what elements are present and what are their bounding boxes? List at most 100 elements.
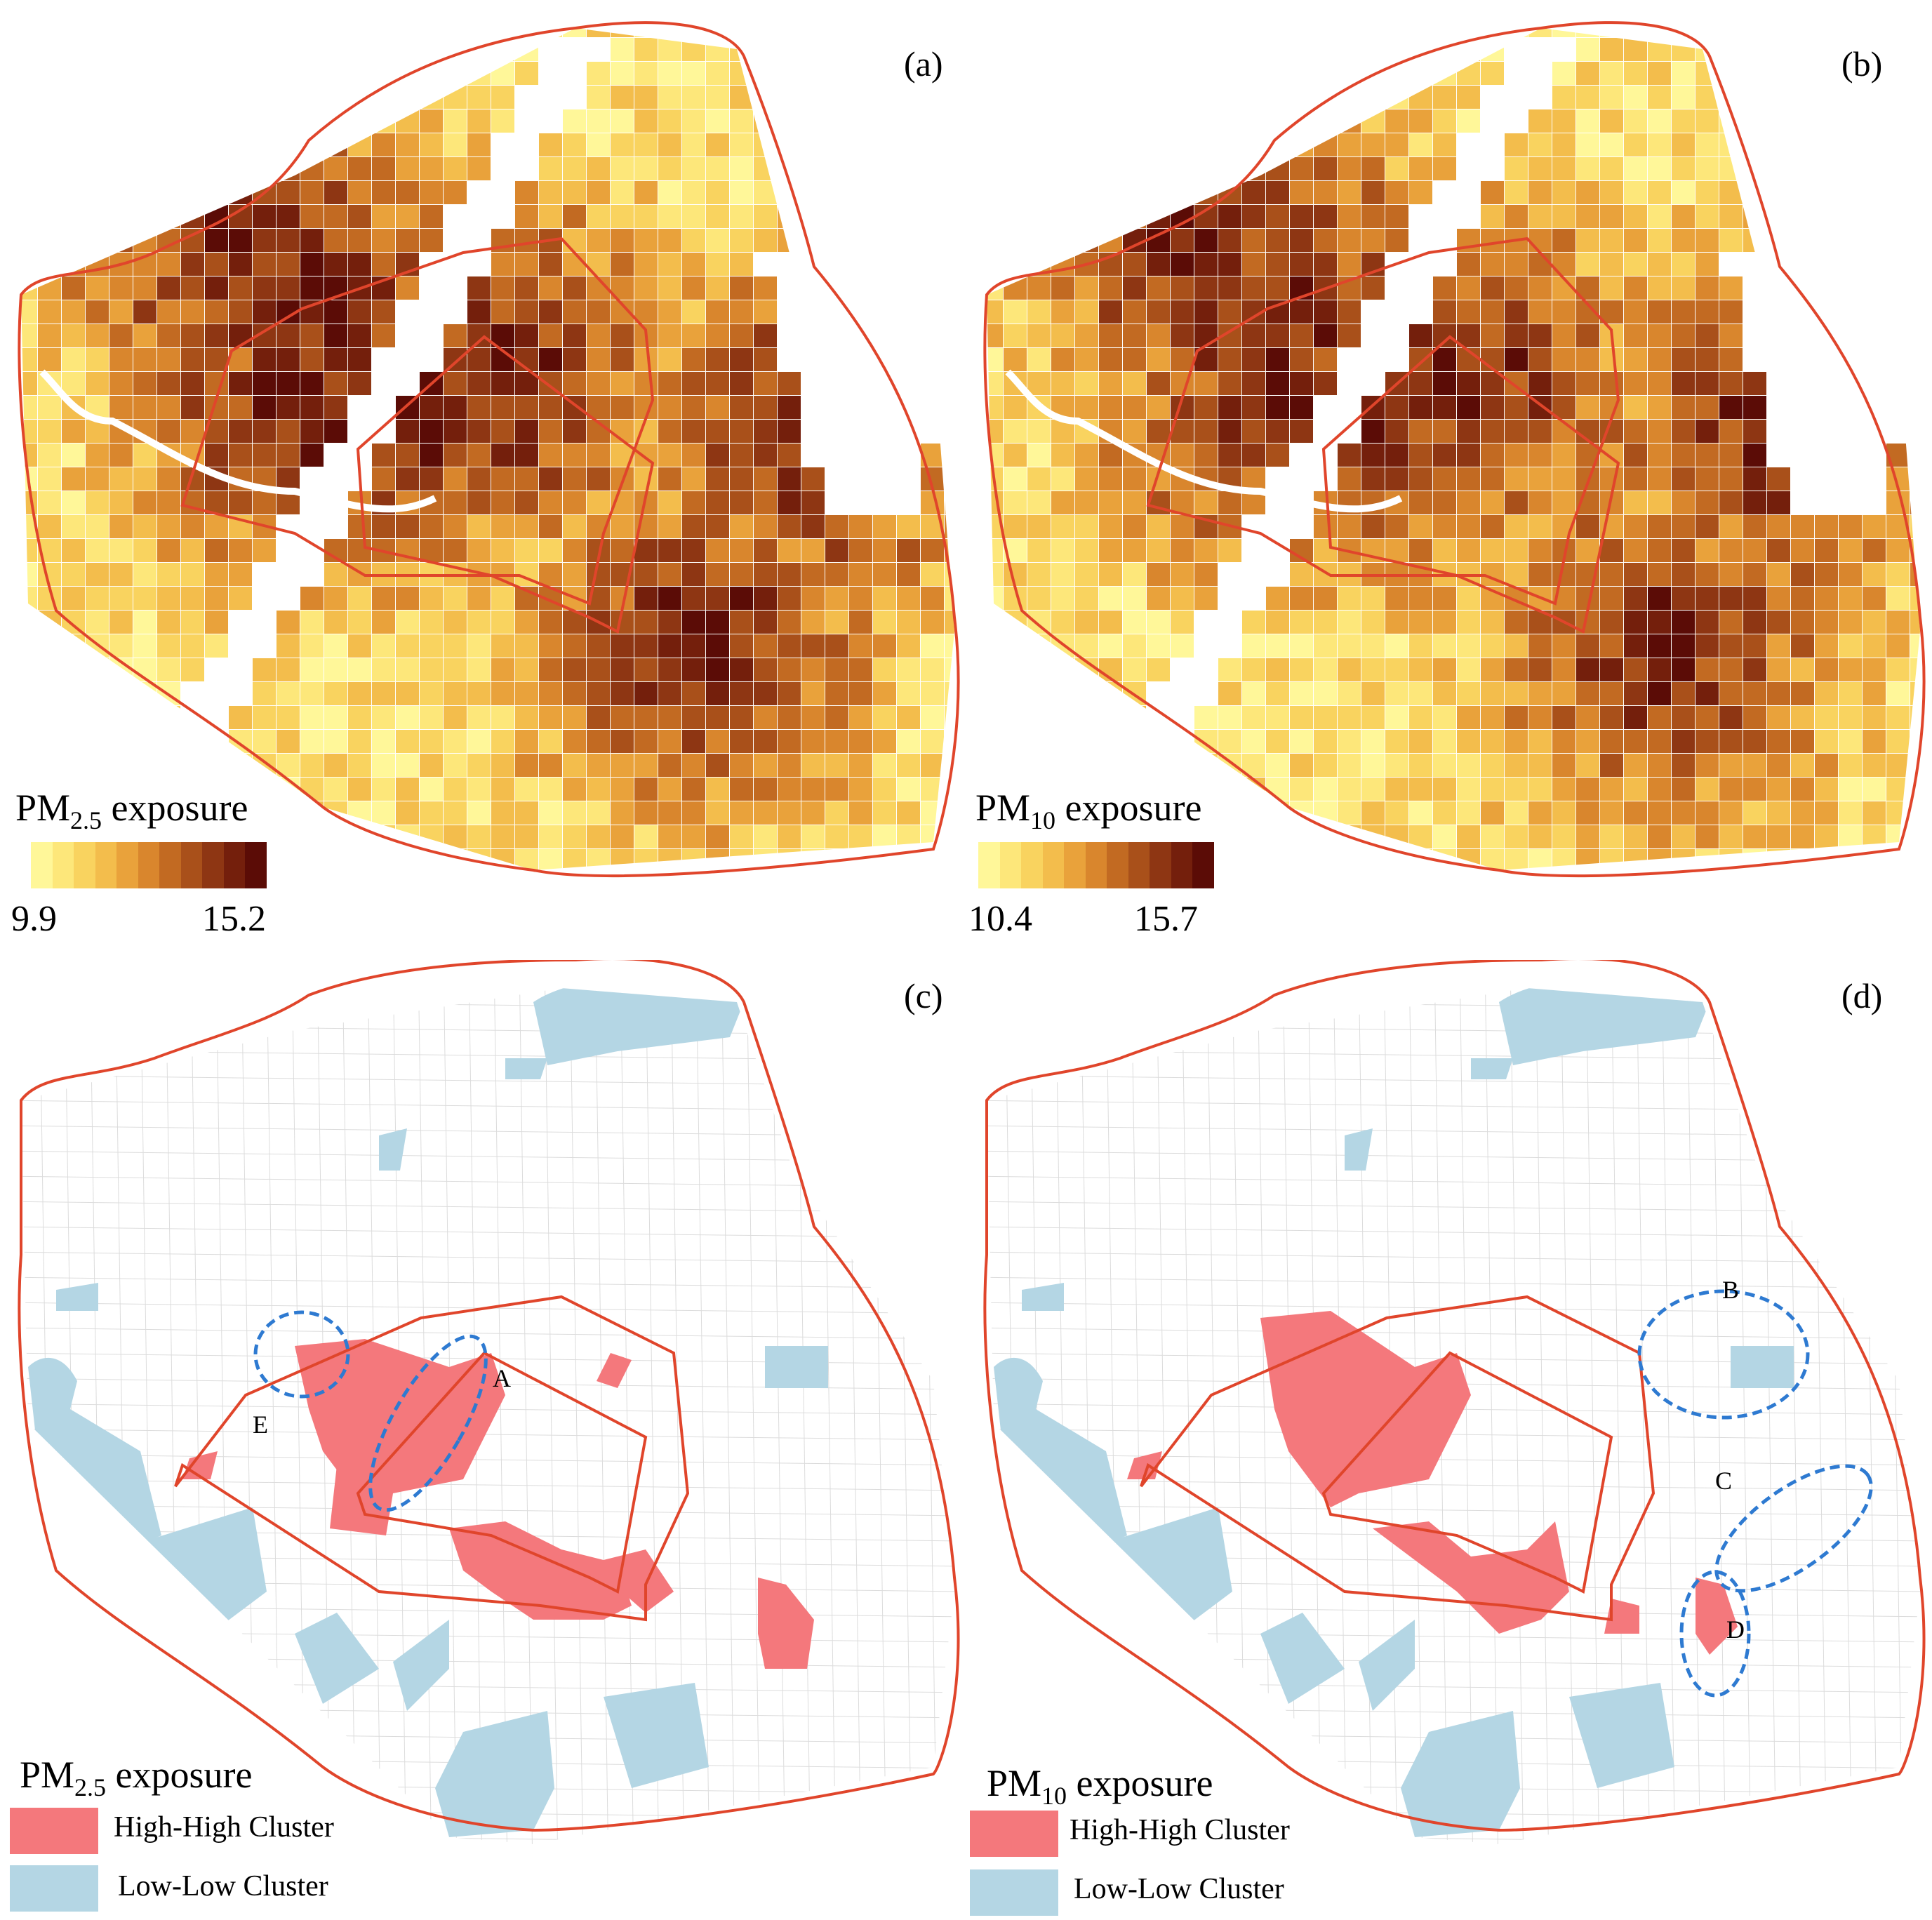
exposure-cell — [109, 491, 133, 514]
exposure-cell — [1385, 38, 1408, 61]
exposure-cell — [754, 276, 777, 300]
exposure-cell — [1075, 300, 1098, 324]
exposure-cell — [1075, 682, 1098, 705]
exposure-cell — [730, 276, 753, 300]
exposure-cell — [1624, 706, 1647, 729]
exposure-cell — [38, 28, 61, 37]
exposure-cell — [1338, 28, 1361, 37]
exposure-cell — [849, 873, 872, 896]
exposure-cell — [444, 825, 467, 848]
exposure-cell — [133, 86, 156, 109]
exposure-cell — [372, 706, 395, 729]
exposure-cell — [778, 229, 801, 252]
exposure-cell — [1696, 181, 1719, 204]
exposure-cell — [515, 801, 538, 825]
exposure-cell — [1171, 133, 1194, 156]
exposure-cell — [1791, 801, 1814, 825]
exposure-cell — [611, 849, 634, 870]
exposure-cell — [1743, 873, 1766, 896]
exposure-cell — [658, 396, 681, 419]
exposure-cell — [987, 62, 1003, 85]
exposure-cell — [420, 873, 443, 896]
exposure-cell — [253, 62, 276, 85]
exposure-cell — [348, 205, 371, 228]
exposure-cell — [253, 444, 276, 467]
exposure-cell — [706, 62, 729, 85]
exposure-cell — [109, 205, 133, 228]
exposure-cell — [515, 825, 538, 848]
exposure-cell — [1171, 229, 1194, 252]
exposure-cell — [1600, 658, 1623, 681]
exposure-cell — [1863, 801, 1886, 825]
exposure-cell — [1576, 229, 1599, 252]
exposure-cell — [1648, 38, 1671, 61]
exposure-cell — [634, 300, 658, 324]
exposure-cell — [1767, 587, 1790, 610]
exposure-cell — [634, 157, 658, 180]
exposure-cell — [1624, 396, 1647, 419]
river — [39, 369, 437, 513]
exposure-cell — [1266, 754, 1289, 777]
exposure-cell — [921, 706, 944, 729]
exposure-cell — [1218, 444, 1241, 467]
exposure-cell — [133, 229, 156, 252]
exposure-cell — [1505, 849, 1528, 870]
exposure-cell — [1576, 86, 1599, 109]
exposure-cell — [634, 754, 658, 777]
exposure-cell — [420, 467, 443, 491]
exposure-cell — [1290, 324, 1313, 347]
exposure-cell — [1552, 801, 1575, 825]
exposure-cell — [1433, 825, 1456, 848]
exposure-cell — [1099, 706, 1122, 729]
exposure-cell — [801, 634, 825, 658]
exposure-cell — [1552, 86, 1575, 109]
exposure-cell — [825, 682, 848, 705]
exposure-cell — [133, 634, 156, 658]
exposure-cell — [300, 825, 324, 848]
exposure-cell — [157, 276, 180, 300]
exposure-cell — [921, 109, 944, 133]
exposure-cell — [109, 38, 133, 61]
exposure-cell — [1886, 205, 1910, 228]
exposure-cell — [1528, 634, 1552, 658]
exposure-cell — [181, 276, 204, 300]
exposure-cell — [1433, 109, 1456, 133]
exposure-cell — [86, 372, 109, 395]
exposure-cell — [539, 611, 562, 634]
exposure-cell — [277, 205, 300, 228]
exposure-cell — [1696, 396, 1719, 419]
exposure-cell — [587, 229, 610, 252]
exposure-cell — [1815, 754, 1838, 777]
exposure-cell — [1600, 801, 1623, 825]
exposure-cell — [1242, 229, 1265, 252]
exposure-cell — [873, 62, 896, 85]
exposure-cell — [1505, 420, 1528, 443]
exposure-cell — [1266, 706, 1289, 729]
exposure-cell — [1004, 300, 1027, 324]
exposure-cell — [1242, 444, 1265, 467]
exposure-cell — [205, 229, 228, 252]
exposure-cell — [1004, 706, 1027, 729]
exposure-cell — [1314, 801, 1337, 825]
low-low-area — [765, 1346, 828, 1388]
exposure-cell — [1600, 86, 1623, 109]
exposure-cell — [563, 444, 586, 467]
exposure-cell — [706, 634, 729, 658]
exposure-cell — [706, 324, 729, 347]
exposure-cell — [1672, 587, 1695, 610]
exposure-cell — [1648, 276, 1671, 300]
exposure-cell — [1290, 730, 1313, 753]
exposure-cell — [1051, 276, 1074, 300]
exposure-cell — [324, 253, 347, 276]
exposure-cell — [778, 444, 801, 467]
high-high-area — [758, 1578, 814, 1669]
exposure-cell — [897, 109, 920, 133]
exposure-cell — [491, 825, 514, 848]
exposure-cell — [21, 324, 37, 347]
exposure-cell — [1027, 28, 1051, 37]
exposure-cell — [730, 706, 753, 729]
exposure-cell — [491, 706, 514, 729]
exposure-cell — [1027, 133, 1051, 156]
exposure-cell — [1123, 420, 1146, 443]
exposure-cell — [277, 730, 300, 753]
